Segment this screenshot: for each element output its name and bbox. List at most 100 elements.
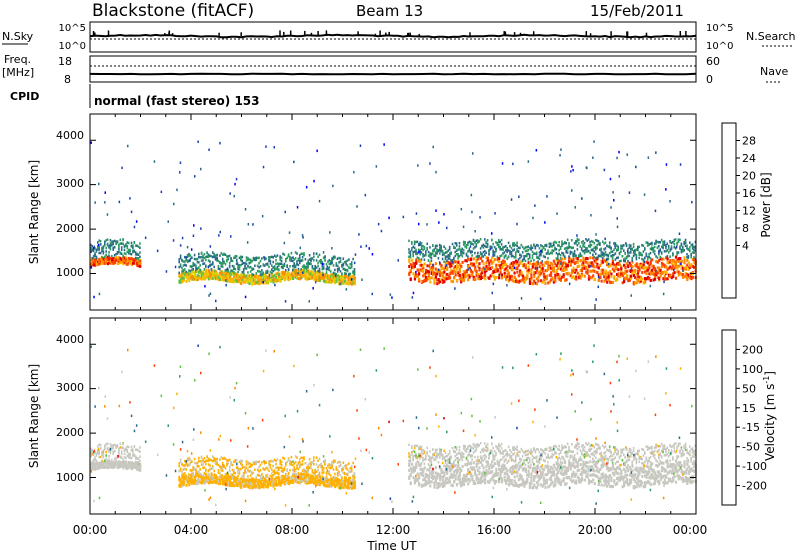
velocity-cell	[209, 458, 211, 462]
power-cell	[568, 244, 570, 247]
power-cell	[223, 252, 225, 256]
power-cell	[126, 259, 129, 263]
velocity-cell	[262, 477, 265, 480]
velocity-cell	[133, 453, 136, 457]
power-cell	[317, 261, 319, 265]
power-cell	[649, 262, 652, 266]
velocity-cell	[109, 451, 112, 455]
power-cell	[282, 264, 284, 267]
velocity-cell	[306, 466, 308, 469]
velocity-cell	[303, 470, 305, 473]
power-cell	[653, 275, 657, 279]
velocity-cell	[310, 476, 313, 480]
power-cell	[607, 278, 610, 282]
power-cell	[534, 271, 537, 275]
velocity-cell	[299, 465, 301, 469]
velocity-cell	[102, 454, 105, 457]
power-cell	[221, 275, 225, 279]
power-cell	[353, 170, 355, 174]
power-cell	[134, 253, 137, 256]
power-cell	[475, 271, 478, 275]
velocity-cell	[296, 456, 298, 459]
velocity-cell	[188, 479, 191, 483]
power-cell	[299, 270, 302, 274]
velocity-cell	[318, 474, 321, 477]
power-cell	[573, 242, 576, 245]
power-cell	[566, 262, 569, 266]
power-cell	[637, 248, 639, 252]
power-cell	[332, 275, 335, 279]
power-cell	[541, 263, 544, 267]
power-cell	[638, 256, 640, 260]
velocity-cell	[134, 457, 137, 460]
power-cell	[534, 252, 537, 255]
power-cell	[548, 273, 551, 277]
power-cell	[375, 165, 378, 168]
velocity-cell	[276, 476, 279, 480]
power-cell	[538, 270, 541, 274]
power-cell	[207, 269, 210, 273]
velocity-cell	[181, 463, 183, 466]
power-cell	[231, 264, 234, 268]
velocity-cell	[275, 480, 278, 483]
power-cell	[558, 244, 560, 247]
power-cell	[178, 279, 181, 283]
power-cell	[585, 270, 588, 274]
power-cell	[616, 256, 618, 260]
velocity-cell	[242, 465, 245, 469]
power-cell	[630, 264, 633, 268]
power-cell	[672, 240, 674, 244]
velocity-cell	[205, 462, 207, 466]
velocity-cell	[111, 448, 113, 451]
power-cell	[498, 245, 500, 249]
velocity-cell	[304, 481, 307, 485]
power-cell	[233, 267, 235, 270]
power-cell	[637, 265, 640, 269]
power-cell	[350, 279, 354, 283]
velocity-cell	[290, 463, 293, 466]
power-cell	[477, 257, 480, 261]
power-cell	[325, 276, 328, 280]
velocity-cell	[94, 462, 97, 466]
power-cell	[122, 258, 125, 262]
velocity-cell	[283, 457, 286, 460]
velocity-cell	[195, 462, 197, 465]
power-cell	[617, 256, 619, 259]
velocity-cell	[98, 450, 100, 453]
velocity-cell	[247, 475, 249, 478]
power-cell	[439, 269, 442, 273]
power-cell	[520, 255, 523, 258]
power-cell	[649, 242, 652, 245]
power-cell	[609, 177, 612, 181]
power-cell	[523, 257, 525, 260]
power-cell	[322, 263, 325, 266]
power-cell	[557, 261, 560, 265]
power-cell	[544, 275, 547, 279]
velocity-cell	[248, 486, 251, 490]
power-cell	[287, 267, 290, 271]
power-cell	[111, 260, 114, 264]
velocity-cell	[300, 478, 303, 482]
velocity-cell	[192, 479, 195, 483]
power-cell	[204, 285, 206, 288]
velocity-cell	[285, 464, 287, 467]
power-cell	[666, 249, 669, 252]
power-cell	[440, 244, 442, 248]
power-cell	[465, 244, 468, 247]
power-cell	[230, 280, 233, 283]
power-cell	[531, 256, 534, 260]
power-cell	[597, 240, 600, 243]
velocity-cell	[137, 468, 140, 472]
power-cell	[649, 257, 652, 260]
velocity-cell	[196, 461, 199, 465]
velocity-cell	[105, 460, 108, 464]
power-cell	[289, 265, 291, 268]
power-cell	[234, 256, 237, 259]
velocity-cell	[256, 485, 260, 489]
power-cell	[218, 234, 220, 237]
power-cell	[575, 277, 578, 281]
velocity-cell	[221, 482, 225, 486]
power-cell	[450, 268, 453, 272]
power-cell	[383, 143, 385, 146]
power-cell	[578, 264, 581, 268]
